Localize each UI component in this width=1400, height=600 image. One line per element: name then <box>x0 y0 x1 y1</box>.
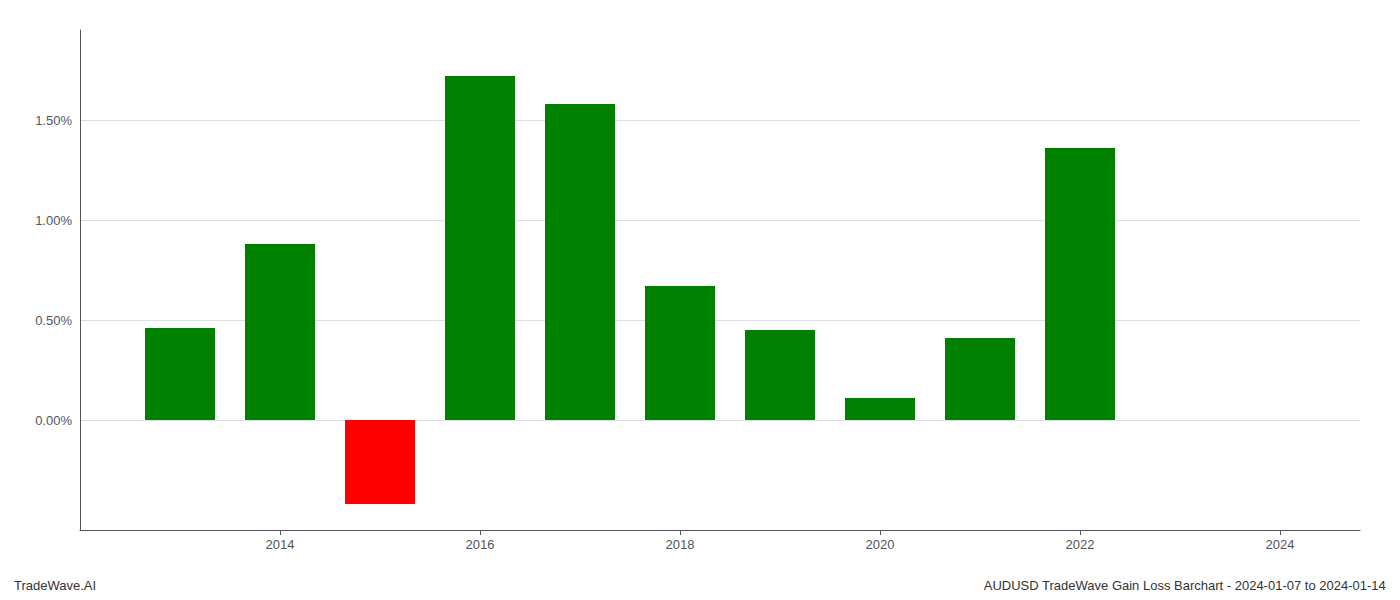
svg-text:2018: 2018 <box>666 537 695 552</box>
svg-text:1.50%: 1.50% <box>35 113 72 128</box>
svg-text:2022: 2022 <box>1066 537 1095 552</box>
svg-text:1.00%: 1.00% <box>35 213 72 228</box>
svg-text:2014: 2014 <box>266 537 295 552</box>
svg-text:2020: 2020 <box>866 537 895 552</box>
svg-text:2024: 2024 <box>1266 537 1295 552</box>
svg-text:TradeWave.AI: TradeWave.AI <box>14 578 96 593</box>
svg-text:0.00%: 0.00% <box>35 413 72 428</box>
svg-text:AUDUSD TradeWave Gain Loss Bar: AUDUSD TradeWave Gain Loss Barchart - 20… <box>984 578 1386 593</box>
svg-text:2016: 2016 <box>466 537 495 552</box>
svg-text:0.50%: 0.50% <box>35 313 72 328</box>
